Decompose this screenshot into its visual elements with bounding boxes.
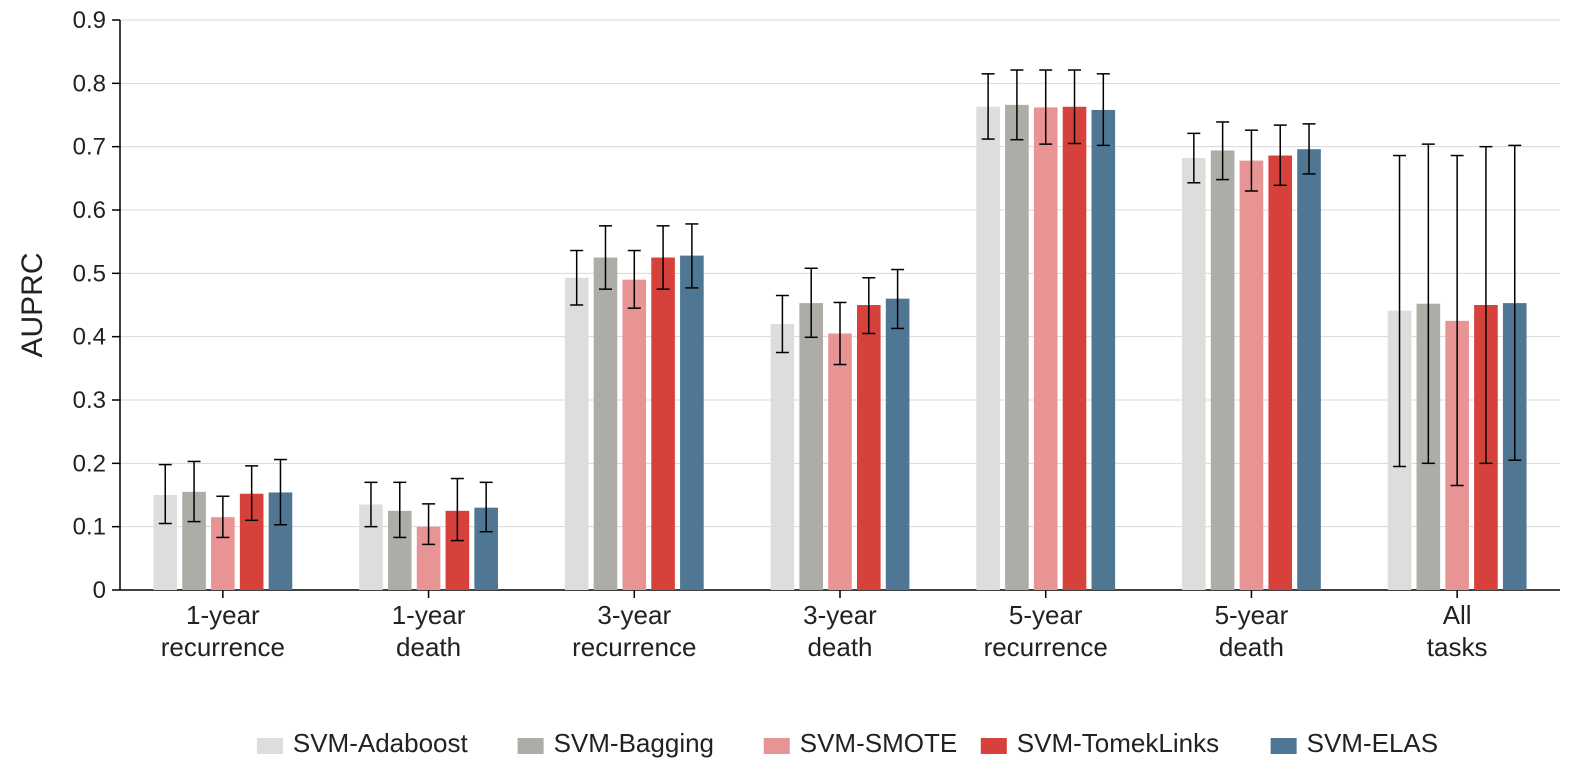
bar <box>799 303 823 590</box>
bar <box>1297 149 1321 590</box>
legend-swatch <box>1271 738 1297 754</box>
bar <box>594 258 618 591</box>
bar <box>1063 107 1087 590</box>
auprc-bar-chart: 00.10.20.30.40.50.60.70.80.9AUPRC1-yearr… <box>0 0 1592 784</box>
bar <box>1211 150 1235 590</box>
y-tick-label: 0.7 <box>73 134 106 161</box>
bar <box>857 305 881 590</box>
bar <box>680 256 704 590</box>
bar <box>565 278 589 590</box>
chart-svg: 00.10.20.30.40.50.60.70.80.9AUPRC1-yearr… <box>0 0 1592 784</box>
legend-label: SVM-Adaboost <box>293 728 469 758</box>
category-label: All <box>1443 600 1472 630</box>
legend-swatch <box>981 738 1007 754</box>
bar <box>1240 161 1264 590</box>
bar <box>622 280 646 590</box>
category-label: 1-year <box>186 600 260 630</box>
y-tick-label: 0.8 <box>73 70 106 97</box>
category-label: 1-year <box>392 600 466 630</box>
category-label: recurrence <box>984 632 1108 662</box>
category-label: recurrence <box>572 632 696 662</box>
category-label: recurrence <box>161 632 285 662</box>
category-label: death <box>1219 632 1284 662</box>
y-tick-label: 0.1 <box>73 514 106 541</box>
legend-label: SVM-SMOTE <box>800 728 957 758</box>
bar <box>976 107 1000 590</box>
legend-label: SVM-Bagging <box>554 728 714 758</box>
category-label: 3-year <box>597 600 671 630</box>
y-tick-label: 0.3 <box>73 387 106 414</box>
bar <box>1092 110 1116 590</box>
legend-swatch <box>518 738 544 754</box>
bar <box>1268 156 1292 590</box>
bar <box>828 334 852 591</box>
legend-swatch <box>764 738 790 754</box>
category-label: 5-year <box>1215 600 1289 630</box>
category-label: tasks <box>1427 632 1488 662</box>
legend-label: SVM-ELAS <box>1307 728 1439 758</box>
category-label: death <box>807 632 872 662</box>
legend-label: SVM-TomekLinks <box>1017 728 1219 758</box>
y-tick-label: 0.2 <box>73 450 106 477</box>
bar <box>771 324 795 590</box>
category-label: 3-year <box>803 600 877 630</box>
y-axis-label: AUPRC <box>16 252 49 357</box>
bar <box>1182 158 1206 590</box>
bar <box>1034 107 1058 590</box>
category-label: 5-year <box>1009 600 1083 630</box>
y-tick-label: 0.6 <box>73 197 106 224</box>
y-tick-label: 0.9 <box>73 7 106 34</box>
bar <box>651 258 675 591</box>
category-label: death <box>396 632 461 662</box>
bar <box>886 299 910 590</box>
y-tick-label: 0.4 <box>73 324 106 351</box>
bar <box>1005 105 1029 590</box>
y-tick-label: 0 <box>93 577 106 604</box>
y-tick-label: 0.5 <box>73 260 106 287</box>
legend-swatch <box>257 738 283 754</box>
